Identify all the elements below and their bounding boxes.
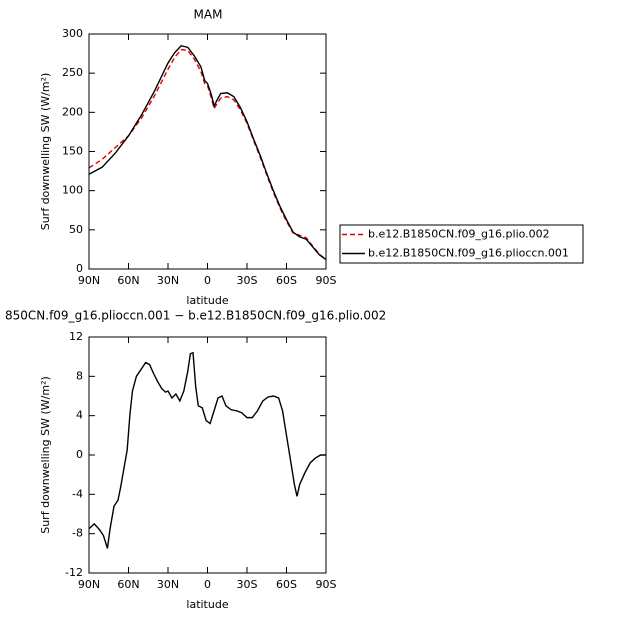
legend-label: b.e12.B1850CN.f09_g16.plio.002 — [368, 228, 550, 241]
data-line — [88, 44, 327, 261]
y-tick-label: 4 — [76, 409, 83, 422]
x-axis-label: latitude — [186, 598, 228, 611]
data-line — [88, 351, 326, 549]
y-tick-label: 150 — [62, 145, 83, 158]
x-tick-label: 60N — [117, 578, 139, 591]
y-tick-label: 50 — [69, 223, 83, 236]
x-axis-label: latitude — [186, 294, 228, 307]
legend-label: b.e12.B1850CN.f09_g16.plioccn.001 — [368, 247, 569, 260]
data-line — [88, 48, 327, 261]
y-tick-label: 200 — [62, 105, 83, 118]
y-tick-label: 8 — [76, 369, 83, 382]
x-tick-label: 90N — [78, 274, 100, 287]
x-tick-label: 30N — [157, 274, 179, 287]
plot-frame — [88, 336, 327, 574]
x-tick-label: 30S — [237, 578, 258, 591]
x-tick-label: 60S — [276, 578, 297, 591]
y-tick-label: 12 — [69, 330, 83, 343]
x-tick-label: 90N — [78, 578, 100, 591]
plot-frame — [88, 33, 327, 270]
legend-box — [339, 224, 584, 264]
x-tick-label: 0 — [204, 578, 211, 591]
y-tick-label: 300 — [62, 27, 83, 40]
x-tick-label: 30N — [157, 578, 179, 591]
y-tick-label: -4 — [72, 487, 83, 500]
x-tick-label: 60N — [117, 274, 139, 287]
y-tick-label: 100 — [62, 184, 83, 197]
y-tick-label: -8 — [72, 527, 83, 540]
chart-title: 850CN.f09_g16.plioccn.001 − b.e12.B1850C… — [5, 309, 386, 323]
y-axis-label: Surf downwelling SW (W/m²) — [39, 376, 52, 534]
y-axis-label: Surf downwelling SW (W/m²) — [39, 73, 52, 231]
y-tick-label: 0 — [76, 448, 83, 461]
y-tick-label: 0 — [76, 262, 83, 275]
x-tick-label: 0 — [204, 274, 211, 287]
y-tick-label: 250 — [62, 66, 83, 79]
x-tick-label: 30S — [237, 274, 258, 287]
x-tick-label: 90S — [316, 578, 337, 591]
x-tick-label: 90S — [316, 274, 337, 287]
y-tick-label: -12 — [65, 566, 83, 579]
chart-title: MAM — [194, 8, 223, 22]
x-tick-label: 60S — [276, 274, 297, 287]
